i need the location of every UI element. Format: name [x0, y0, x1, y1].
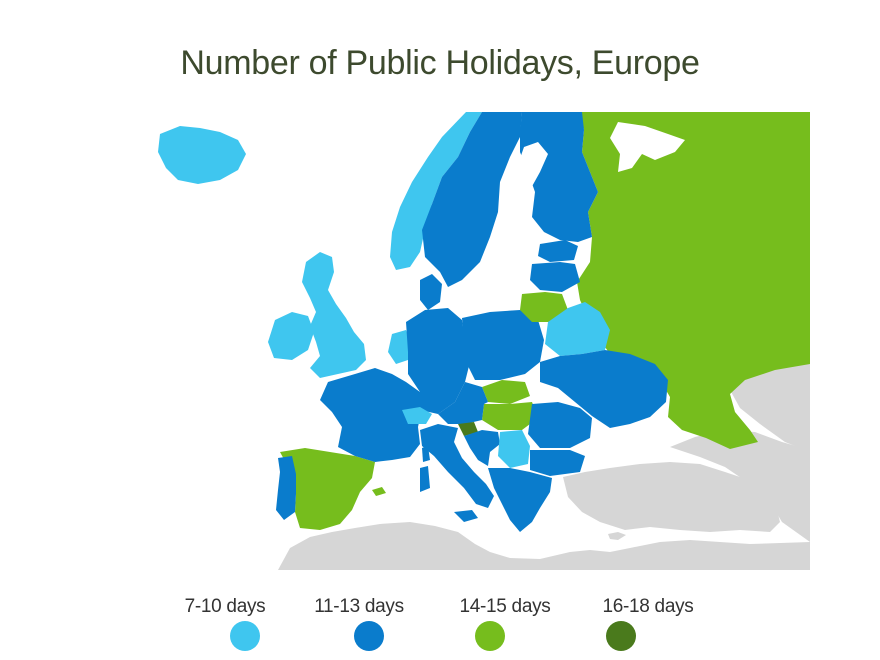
cyprus-land: [608, 532, 626, 540]
legend-label-4: 16-18 days: [602, 596, 694, 617]
region-ukraine: [540, 350, 668, 428]
region-norway: [390, 112, 482, 270]
legend-label-3: 14-15 days: [459, 596, 551, 617]
region-croatia: [464, 430, 500, 466]
region-iceland: [158, 126, 246, 184]
region-serbia: [498, 430, 530, 468]
region-latvia: [530, 262, 580, 292]
region-italy: [420, 424, 494, 508]
anatolia-land: [563, 462, 780, 532]
region-bulgaria: [530, 450, 585, 476]
region-poland: [462, 310, 544, 380]
region-ireland: [268, 312, 314, 360]
region-netherlands: [388, 330, 412, 364]
page-title: Number of Public Holidays, Europe: [180, 44, 700, 82]
europe-map-svg: [158, 112, 810, 570]
caucasus-land: [670, 430, 810, 542]
legend-swatch-1: [230, 621, 260, 651]
region-sardinia: [420, 466, 430, 492]
legend-label-2: 11-13 days: [314, 596, 404, 617]
region-belarus: [545, 302, 610, 356]
region-hungary: [482, 402, 538, 430]
legend-swatch-3: [475, 621, 505, 651]
region-central-europe: [438, 382, 488, 424]
region-lithuania: [520, 292, 568, 322]
asia-land: [730, 357, 810, 452]
legend-label-1: 7-10 days: [184, 596, 266, 617]
region-balearic: [372, 487, 386, 496]
gulf-of-bothnia: [502, 142, 548, 220]
region-germany: [406, 308, 470, 414]
region-slovakia: [482, 380, 530, 404]
legend-swatch-4: [606, 621, 636, 651]
non-europe-land: [278, 357, 810, 570]
region-slovenia: [458, 422, 478, 436]
region-switzerland: [402, 407, 432, 424]
region-denmark: [420, 274, 442, 310]
baltic-sea: [470, 272, 525, 308]
map: [70, 112, 810, 570]
white-sea: [610, 122, 685, 172]
region-romania: [528, 402, 592, 448]
north-africa-land: [278, 522, 810, 570]
region-sweden: [422, 112, 522, 287]
region-spain: [280, 448, 375, 530]
region-united-kingdom: [302, 252, 366, 378]
region-estonia: [538, 240, 578, 262]
region-corsica: [422, 446, 430, 462]
region-portugal: [276, 456, 296, 520]
legend-swatch-2: [354, 621, 384, 651]
region-sicily: [454, 510, 478, 522]
region-france: [320, 368, 422, 462]
region-greece: [488, 468, 552, 532]
